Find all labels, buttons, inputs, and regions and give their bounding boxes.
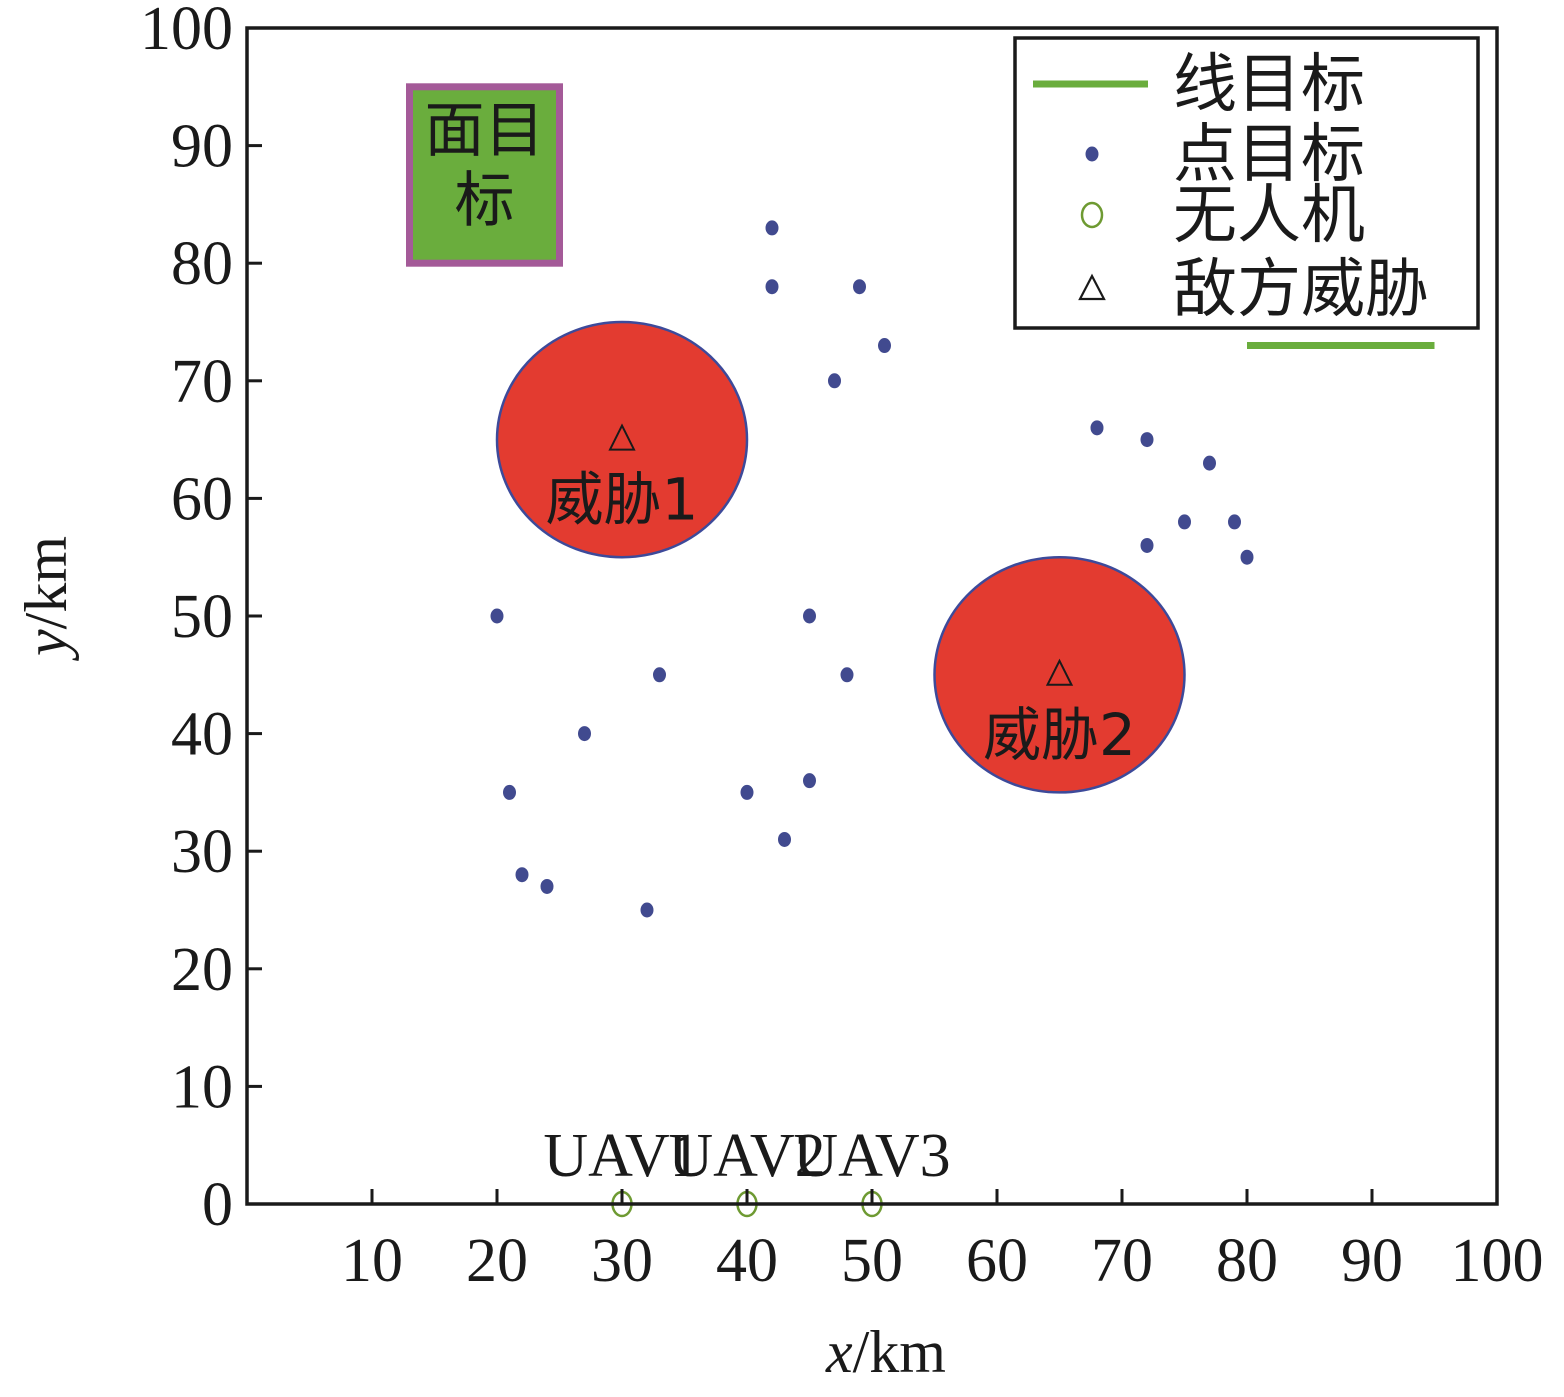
threat-label: 威胁1 bbox=[546, 466, 699, 534]
point-target bbox=[578, 726, 591, 742]
point-target bbox=[803, 608, 816, 624]
legend-entry-label: 敌方威胁 bbox=[1173, 253, 1429, 327]
y-tick-label: 40 bbox=[171, 701, 233, 769]
x-tick-label: 50 bbox=[841, 1227, 903, 1295]
axis-titles: x/km y/km bbox=[13, 536, 946, 1385]
threat-zone bbox=[495, 320, 749, 559]
y-tick-label: 70 bbox=[171, 348, 233, 416]
point-targets-layer bbox=[490, 220, 1254, 918]
point-target bbox=[853, 279, 866, 295]
legend-marker-triangle bbox=[1078, 273, 1106, 301]
point-target bbox=[1178, 514, 1191, 530]
x-tick-label: 70 bbox=[1091, 1227, 1153, 1295]
y-axis-title: y/km bbox=[13, 536, 79, 662]
uav-label: UAV2 bbox=[668, 1122, 825, 1190]
point-target bbox=[1140, 432, 1154, 448]
y-tick-label: 20 bbox=[171, 936, 233, 1004]
x-tick-label: 60 bbox=[966, 1227, 1028, 1295]
x-tick-label: 100 bbox=[1451, 1227, 1544, 1295]
ticks-layer: 10 20 30 40 50 60 70 80 90 100 0 10 20 30 40 50 60 70 80 90… bbox=[140, 0, 1544, 1295]
x-tick-label: 30 bbox=[591, 1227, 653, 1295]
uav-label: UAV1 bbox=[543, 1122, 700, 1190]
point-target bbox=[840, 667, 854, 683]
point-target bbox=[1240, 549, 1254, 565]
point-target bbox=[490, 608, 504, 624]
x-tick-label: 80 bbox=[1216, 1227, 1278, 1295]
area-target bbox=[406, 83, 563, 267]
point-target bbox=[803, 773, 816, 789]
y-tick-label: 100 bbox=[140, 0, 233, 63]
x-axis-title: x/km bbox=[825, 1319, 946, 1385]
y-tick-label: 10 bbox=[171, 1053, 233, 1121]
point-target bbox=[828, 373, 841, 389]
x-tick-label: 90 bbox=[1341, 1227, 1403, 1295]
y-tick-label: 90 bbox=[171, 113, 233, 181]
point-target bbox=[1203, 455, 1216, 471]
y-tick-label: 0 bbox=[202, 1171, 233, 1239]
legend-marker-circle bbox=[1080, 201, 1104, 229]
point-target bbox=[540, 878, 554, 894]
legend-marker-dot bbox=[1085, 146, 1099, 162]
threat-label: 威胁2 bbox=[983, 701, 1136, 769]
point-target bbox=[765, 220, 779, 236]
x-tick-label: 20 bbox=[466, 1227, 528, 1295]
point-target bbox=[1090, 420, 1104, 436]
uav-label: UAV3 bbox=[793, 1122, 950, 1190]
legend-entry-label: 点目标 bbox=[1173, 118, 1365, 192]
y-tick-label: 80 bbox=[171, 230, 233, 298]
threat-triangle-marker bbox=[608, 423, 636, 451]
point-target bbox=[740, 784, 754, 800]
x-tick-label: 10 bbox=[341, 1227, 403, 1295]
point-target bbox=[640, 902, 654, 918]
threat-triangle-marker bbox=[1045, 658, 1074, 686]
x-tick-label: 40 bbox=[716, 1227, 778, 1295]
threats-layer: 威胁1 威胁2 bbox=[495, 320, 1186, 794]
point-target bbox=[515, 867, 529, 883]
legend-entry-label: 无人机 bbox=[1173, 179, 1365, 253]
point-target bbox=[1140, 537, 1154, 553]
y-tick-label: 50 bbox=[171, 583, 233, 651]
area-target-label-line2: 标 bbox=[455, 166, 515, 236]
legend-entry-label: 线目标 bbox=[1173, 48, 1365, 122]
threat-zone bbox=[933, 555, 1186, 794]
area-target-label-line1: 面目 bbox=[425, 96, 545, 166]
point-target bbox=[653, 667, 666, 683]
point-target bbox=[778, 831, 791, 847]
y-tick-label: 60 bbox=[171, 465, 233, 533]
point-target bbox=[878, 338, 891, 354]
y-tick-label: 30 bbox=[171, 818, 233, 886]
point-target bbox=[765, 279, 779, 295]
point-target bbox=[503, 784, 516, 800]
point-target bbox=[1228, 514, 1241, 530]
area-target-layer: 面目标 bbox=[406, 83, 563, 267]
